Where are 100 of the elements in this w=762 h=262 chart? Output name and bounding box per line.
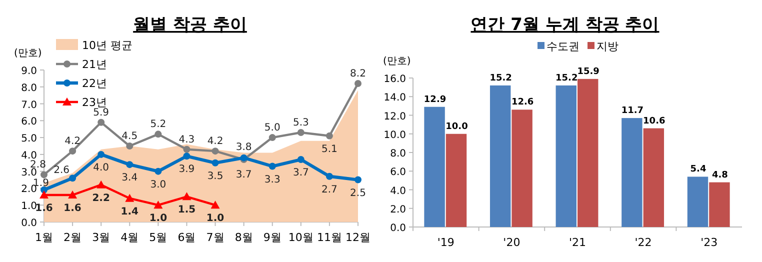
point <box>98 118 105 126</box>
point <box>126 142 134 150</box>
point <box>96 180 106 188</box>
data-label: 2.2 <box>92 192 110 204</box>
data-label: 11.7 <box>621 106 644 116</box>
x-tick-label: 10월 <box>288 231 314 244</box>
x-tick-label: '22 <box>634 236 652 249</box>
y-tick-label: 2.0 <box>390 204 406 216</box>
point <box>40 190 48 198</box>
legend-label: 10년 평균 <box>82 39 132 52</box>
point <box>69 148 76 155</box>
point <box>297 156 304 164</box>
data-label: 1.6 <box>35 202 53 214</box>
data-label: 8.2 <box>350 68 366 80</box>
data-label: 4.0 <box>93 162 110 174</box>
data-label: 1.5 <box>178 204 196 216</box>
y-tick-label: 8.0 <box>390 148 406 160</box>
point <box>154 200 163 209</box>
data-label: 5.9 <box>93 107 110 118</box>
y-tick-label: 7.0 <box>21 100 37 111</box>
x-tick-label: '23 <box>700 236 718 249</box>
data-label: 10.0 <box>446 122 468 132</box>
x-tick-label: 2월 <box>64 231 82 244</box>
legend-label: 23년 <box>82 96 107 109</box>
data-label: 3.9 <box>178 164 195 176</box>
data-label: 4.8 <box>712 170 728 180</box>
y-axis-title: (만호) <box>14 48 42 59</box>
data-label: 3.7 <box>292 168 309 179</box>
x-tick-label: '19 <box>437 236 454 249</box>
data-label: 3.4 <box>122 172 138 184</box>
legend-label: 수도권 <box>546 40 580 53</box>
point <box>182 192 192 200</box>
data-label: 4.2 <box>64 136 80 148</box>
y-tick-label: 6.0 <box>21 116 37 128</box>
x-tick-label: 3월 <box>92 231 110 244</box>
point <box>212 159 219 166</box>
point <box>154 130 162 138</box>
data-label: 15.2 <box>490 73 512 84</box>
y-tick-label: 8.0 <box>21 82 37 94</box>
bar <box>687 176 708 227</box>
bar <box>490 85 511 227</box>
data-label: 5.0 <box>264 122 280 134</box>
y-tick-label: 0.0 <box>21 218 37 229</box>
y-tick-label: 14.0 <box>384 92 406 104</box>
y-tick-label: 12.0 <box>384 111 406 122</box>
y-tick-label: 5.0 <box>21 134 37 145</box>
x-tick-label: 6월 <box>178 231 196 244</box>
x-tick-label: '20 <box>503 236 520 249</box>
y-tick-label: 10.0 <box>384 130 406 141</box>
point <box>68 190 78 198</box>
x-tick-label: 1월 <box>35 231 53 244</box>
point <box>354 80 362 88</box>
point <box>183 146 190 153</box>
bar <box>709 182 730 227</box>
point <box>326 132 333 140</box>
legend-label: 지방 <box>596 40 618 53</box>
data-label: 1.0 <box>149 213 168 224</box>
y-tick-label: 4.0 <box>390 186 406 197</box>
data-label: 1.4 <box>120 206 139 218</box>
x-tick-label: '21 <box>568 236 586 249</box>
bar <box>424 106 445 227</box>
data-label: 1.6 <box>64 202 82 214</box>
data-label: 2.6 <box>54 165 70 176</box>
data-label: 15.9 <box>577 66 600 77</box>
point <box>126 161 134 168</box>
bar <box>512 110 532 227</box>
bar <box>622 118 642 227</box>
bar <box>643 128 664 227</box>
data-label: 5.3 <box>292 117 309 128</box>
data-label: 3.5 <box>207 170 224 182</box>
data-label: 3.7 <box>236 170 252 181</box>
point <box>98 150 105 158</box>
data-label: 3.0 <box>150 179 166 190</box>
x-tick-label: 7월 <box>206 231 224 244</box>
y-axis-title: (만호) <box>383 56 411 67</box>
data-label: 5.1 <box>322 144 338 155</box>
data-label: 2.7 <box>322 184 338 196</box>
x-tick-label: 5월 <box>149 231 168 244</box>
data-label: 4.2 <box>207 136 224 148</box>
x-tick-label: 12월 <box>346 231 370 244</box>
x-tick-label: 4월 <box>120 231 139 244</box>
point <box>268 162 276 170</box>
bar <box>446 134 467 227</box>
y-tick-label: 1.0 <box>21 201 37 212</box>
x-tick-label: 11월 <box>316 231 342 244</box>
y-tick-label: 4.0 <box>21 150 37 162</box>
y-tick-label: 2.0 <box>21 184 37 196</box>
point <box>354 176 362 184</box>
data-label: 12.6 <box>511 98 534 108</box>
x-tick-label: 9월 <box>263 231 282 244</box>
point <box>212 148 219 155</box>
point <box>297 128 304 136</box>
data-label: 10.6 <box>643 116 666 126</box>
bar <box>556 85 576 227</box>
data-label: 5.4 <box>690 164 706 175</box>
data-label: 15.2 <box>556 73 578 84</box>
bar <box>578 78 598 227</box>
point <box>154 168 162 175</box>
point <box>326 172 333 180</box>
data-label: 2.5 <box>350 188 366 199</box>
